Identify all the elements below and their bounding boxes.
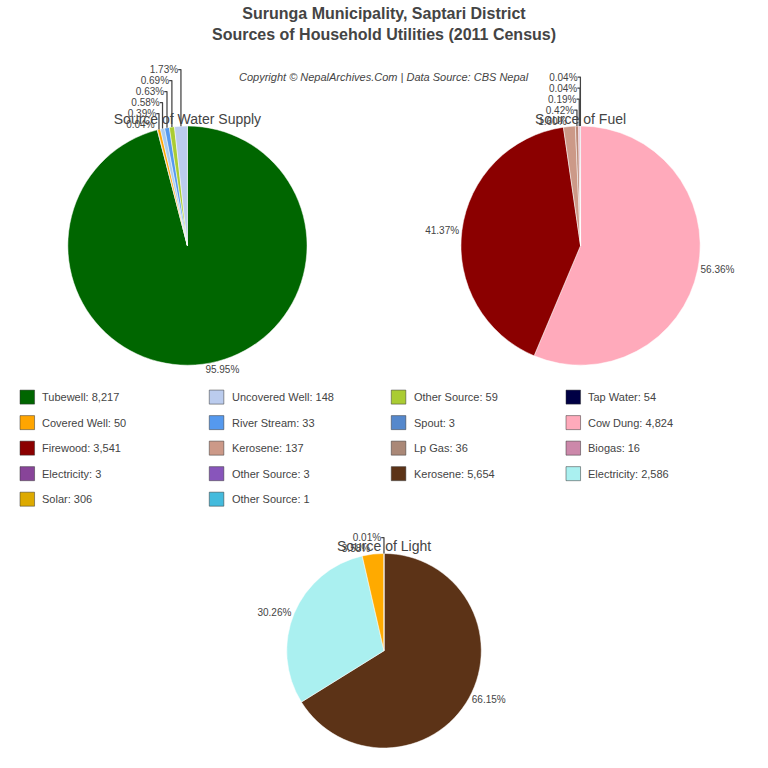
svg-text:95.95%: 95.95% <box>205 364 239 375</box>
svg-text:Solar: 306: Solar: 306 <box>42 493 92 505</box>
svg-text:0.01%: 0.01% <box>353 532 381 543</box>
svg-text:Source of Light: Source of Light <box>337 538 431 554</box>
svg-text:Biogas: 16: Biogas: 16 <box>588 442 640 454</box>
svg-text:3.58%: 3.58% <box>342 543 370 554</box>
svg-text:30.26%: 30.26% <box>257 607 291 618</box>
svg-text:Electricity: 3: Electricity: 3 <box>42 468 101 480</box>
svg-text:0.39%: 0.39% <box>128 108 156 119</box>
svg-text:0.04%: 0.04% <box>126 119 154 130</box>
svg-text:41.37%: 41.37% <box>425 225 459 236</box>
svg-text:Tap Water: 54: Tap Water: 54 <box>588 391 656 403</box>
svg-text:0.19%: 0.19% <box>548 94 576 105</box>
svg-text:Cow Dung: 4,824: Cow Dung: 4,824 <box>588 417 673 429</box>
svg-text:Surunga Municipality, Saptari: Surunga Municipality, Saptari DistrictSo… <box>212 5 556 43</box>
svg-text:Spout: 3: Spout: 3 <box>414 417 455 429</box>
svg-text:1.73%: 1.73% <box>150 64 178 75</box>
svg-text:Lp Gas: 36: Lp Gas: 36 <box>414 442 468 454</box>
svg-text:0.58%: 0.58% <box>131 97 159 108</box>
svg-text:Source of Water Supply: Source of Water Supply <box>114 111 261 127</box>
svg-text:Firewood: 3,541: Firewood: 3,541 <box>42 442 121 454</box>
svg-text:1.60%: 1.60% <box>538 116 566 127</box>
svg-text:Tubewell: 8,217: Tubewell: 8,217 <box>42 391 119 403</box>
svg-text:Uncovered Well: 148: Uncovered Well: 148 <box>232 391 334 403</box>
svg-text:0.69%: 0.69% <box>141 75 169 86</box>
svg-text:56.36%: 56.36% <box>701 264 735 275</box>
svg-text:0.63%: 0.63% <box>136 86 164 97</box>
svg-text:Kerosene: 137: Kerosene: 137 <box>232 442 304 454</box>
svg-text:Other Source: 59: Other Source: 59 <box>414 391 498 403</box>
svg-text:Electricity: 2,586: Electricity: 2,586 <box>588 468 669 480</box>
svg-text:0.04%: 0.04% <box>549 72 577 83</box>
svg-text:Source of Fuel: Source of Fuel <box>535 111 626 127</box>
svg-text:Other Source: 1: Other Source: 1 <box>232 493 310 505</box>
svg-text:66.15%: 66.15% <box>472 694 506 705</box>
svg-text:0.04%: 0.04% <box>549 83 577 94</box>
svg-text:Kerosene: 5,654: Kerosene: 5,654 <box>414 468 495 480</box>
svg-text:0.42%: 0.42% <box>546 105 574 116</box>
svg-text:Copyright © NepalArchives.Com: Copyright © NepalArchives.Com | Data Sou… <box>239 71 529 83</box>
svg-text:Covered Well: 50: Covered Well: 50 <box>42 417 126 429</box>
svg-text:River Stream: 33: River Stream: 33 <box>232 417 315 429</box>
svg-text:Other Source: 3: Other Source: 3 <box>232 468 310 480</box>
